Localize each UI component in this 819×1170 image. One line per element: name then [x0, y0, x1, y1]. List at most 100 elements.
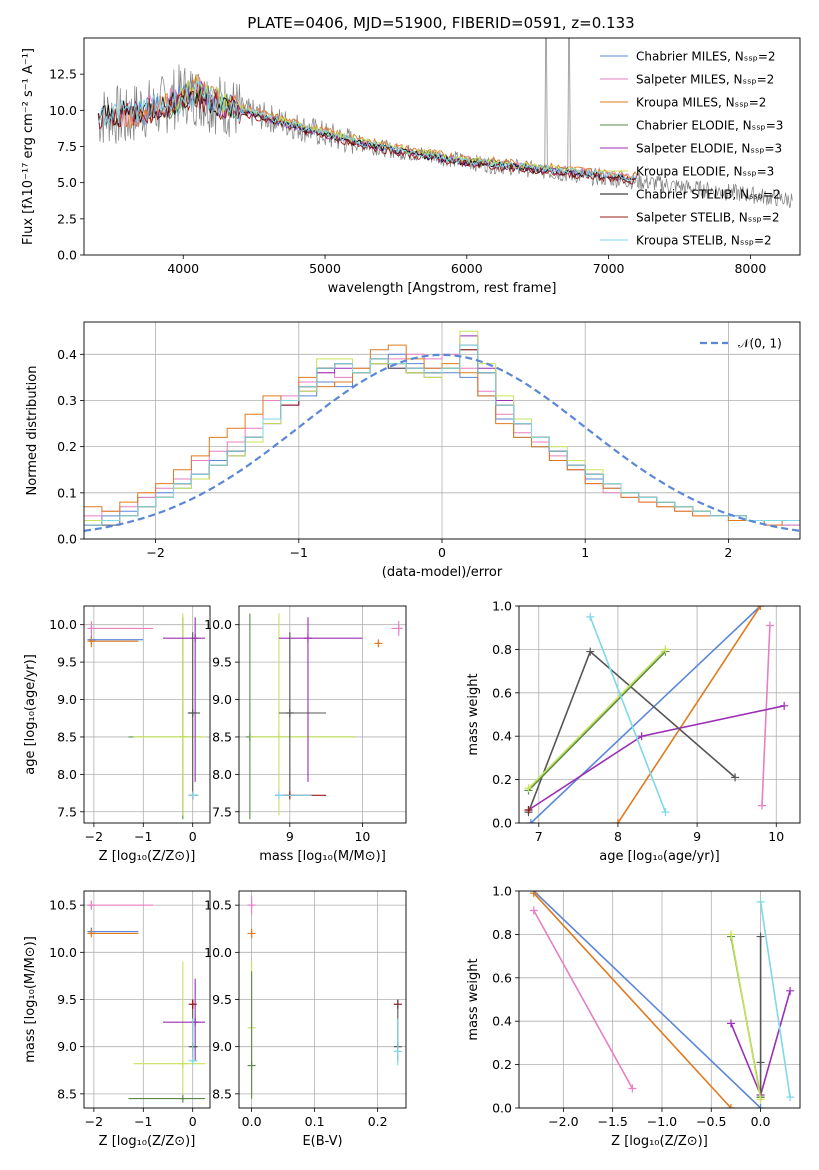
legend-label: Chabrier STELIB, Nₛₛₚ=2: [636, 188, 781, 202]
data-point: [756, 1104, 765, 1108]
axes-frame: [83, 890, 211, 1109]
y-tick-label: 9.5: [212, 992, 232, 1007]
data-point: [731, 773, 740, 782]
x-tick-label: −1: [134, 829, 152, 844]
data-point: [188, 1056, 197, 1065]
data-point: [637, 732, 646, 741]
panel-massweight_vs_Z: −2.0 −1.5 −1.0 −0.5 0.0 0.0 0.2 0.4 0.6 0.8 1.0 Z […: [466, 884, 801, 1149]
data-point: [786, 986, 795, 995]
x-axis-label: Z [log₁₀(Z/Z⊙)]: [99, 1134, 196, 1149]
y-tick-label: 9.0: [57, 692, 77, 707]
y-tick-label: 10.5: [49, 898, 77, 913]
weight-line: [761, 625, 771, 806]
weight-line: [589, 616, 667, 813]
weight-line: [759, 901, 791, 1098]
x-tick-label: −2: [85, 829, 103, 844]
data-point: [247, 1061, 256, 1070]
data-point: [586, 647, 595, 656]
y-tick-label: 0.4: [492, 729, 512, 744]
data-point: [765, 621, 774, 630]
legend-label: Chabrier MILES, Nₛₛₚ=2: [636, 50, 776, 64]
y-axis-label: Flux [fλ10⁻¹⁷ erg cm⁻² s⁻¹ A⁻¹]: [21, 48, 36, 245]
plot-area: [97, 38, 793, 209]
weight-line: [533, 910, 634, 1089]
y-tick-label: 10.0: [204, 945, 232, 960]
y-tick-label: 10.0: [49, 617, 77, 632]
legend-label: Salpeter STELIB, Nₛₛₚ=2: [636, 211, 780, 225]
data-point: [188, 1000, 197, 1009]
data-point: [661, 808, 670, 817]
data-point: [628, 1084, 637, 1093]
y-tick-label: 8.5: [57, 1086, 77, 1101]
x-tick-label: −2: [146, 545, 164, 560]
y-tick-label: 1.0: [492, 884, 512, 899]
data-point: [274, 791, 283, 800]
y-tick-label: 0.0: [492, 1101, 512, 1116]
x-tick-label: 1: [581, 545, 589, 560]
data-point: [726, 930, 735, 939]
data-point: [529, 906, 538, 915]
x-tick-label: 8000: [734, 261, 766, 276]
weight-line: [533, 892, 732, 1108]
axes-frame: [518, 890, 801, 1109]
data-point: [247, 929, 256, 938]
x-axis-label: E(B-V): [302, 1134, 342, 1149]
y-tick-label: 8.5: [57, 729, 77, 744]
data-point: [756, 897, 765, 906]
axes-frame: [83, 605, 211, 824]
legend-label: 𝒩(0, 1): [738, 337, 782, 351]
data-point: [87, 624, 96, 633]
x-tick-label: 0: [189, 1114, 197, 1129]
weight-line: [528, 705, 785, 811]
y-tick-label: 0.0: [57, 248, 77, 263]
x-tick-label: 9: [286, 829, 294, 844]
x-tick-label: 6000: [451, 261, 483, 276]
data-point: [285, 709, 294, 718]
y-tick-label: 0.6: [492, 970, 512, 985]
data-point: [586, 612, 595, 621]
y-tick-label: 2.5: [57, 211, 77, 226]
legend-label: Kroupa MILES, Nₛₛₚ=2: [636, 96, 766, 110]
panel-age_vs_Z: −2 −1 0 7.5 8.0 8.5 9.0 9.5 10.0 Z [log₁₀(Z/Z⊙)] a…: [23, 605, 211, 864]
y-tick-label: 0.2: [492, 772, 512, 787]
y-tick-label: 10.5: [204, 898, 232, 913]
x-tick-label: 8: [614, 829, 622, 844]
data-point: [756, 932, 765, 941]
x-axis-label: Z [log₁₀(Z/Z⊙)]: [99, 849, 196, 864]
x-tick-label: 10: [768, 829, 784, 844]
x-tick-label: 7000: [593, 261, 625, 276]
legend-label: Chabrier ELODIE, Nₛₛₚ=3: [636, 119, 783, 133]
plot-area: [245, 613, 403, 820]
x-tick-label: −1.0: [647, 1114, 677, 1129]
data-point: [178, 1059, 187, 1068]
y-tick-label: 9.5: [57, 992, 77, 1007]
x-tick-label: −0.5: [696, 1114, 726, 1129]
gaussian-curve: [84, 353, 800, 532]
x-tick-label: 9: [693, 829, 701, 844]
panel-age_vs_mass: 9 10 7.5 8.0 8.5 9.0 9.5 10.0 mass [log₁₀(M/M⊙)]: [204, 605, 407, 864]
data-point: [758, 801, 767, 810]
y-tick-label: 9.5: [212, 655, 232, 670]
data-point: [786, 1093, 795, 1102]
axes-frame: [518, 605, 801, 824]
y-tick-label: 10.0: [49, 945, 77, 960]
axes-frame: [83, 321, 801, 540]
histogram-step: [84, 344, 800, 526]
y-tick-label: 0.8: [492, 927, 512, 942]
x-tick-label: 0.0: [242, 1114, 262, 1129]
data-point: [756, 1095, 765, 1104]
x-tick-label: −2: [85, 1114, 103, 1129]
x-tick-label: −1: [290, 545, 308, 560]
y-tick-label: 0.2: [492, 1057, 512, 1072]
plot-area: [87, 613, 206, 820]
x-axis-label: mass [log₁₀(M/M⊙)]: [259, 849, 386, 864]
y-tick-label: 7.5: [57, 139, 77, 154]
y-tick-label: 10.0: [204, 617, 232, 632]
panel-residuals: −2 −1 0 1 2 0.0 0.1 0.2 0.3 0.4 (data-model)/error…: [25, 321, 801, 580]
panel-mass_vs_Z: −2 −1 0 8.5 9.0 9.5 10.0 10.5 Z [log₁₀(Z/Z⊙)] mas…: [23, 890, 211, 1149]
x-tick-label: 0.2: [368, 1114, 388, 1129]
y-tick-label: 0.3: [57, 393, 77, 408]
x-tick-label: 10: [354, 829, 370, 844]
plot-area: [87, 900, 206, 1103]
y-tick-label: 8.5: [212, 1086, 232, 1101]
